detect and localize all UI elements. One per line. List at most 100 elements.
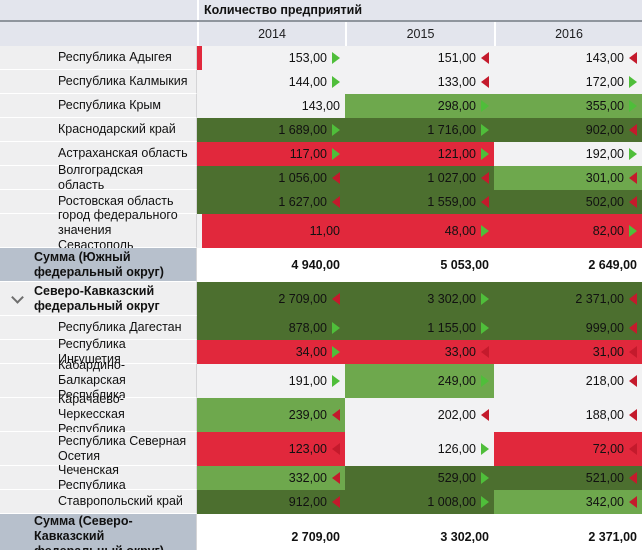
value-cell-2016: 301,00 bbox=[494, 166, 642, 190]
row-label: Карачаево-Черкесская Республика bbox=[0, 392, 197, 436]
value-cell-2015: 1 008,00 bbox=[345, 490, 494, 514]
value-cell-2015: 3 302,00 bbox=[345, 514, 494, 550]
value-cell-2016: 2 371,00 bbox=[494, 282, 642, 316]
region-row: Чеченская Республика 332,00 529,00 521,00 bbox=[0, 463, 642, 492]
trend-up-icon bbox=[481, 124, 489, 136]
trend-down-icon bbox=[481, 346, 489, 358]
trend-up-icon bbox=[481, 496, 489, 508]
row-label-text: Республика Северная Осетия bbox=[58, 433, 187, 463]
cell-value: 11,00 bbox=[309, 224, 340, 238]
sum-row: Сумма (Северо-Кавказский федеральный окр… bbox=[0, 514, 642, 550]
value-cell-2014: 1 689,00 bbox=[197, 118, 345, 142]
value-cell-2014: 4 940,00 bbox=[197, 248, 345, 282]
value-cell-2016: 72,00 bbox=[494, 432, 642, 466]
cell-value: 529,00 bbox=[437, 471, 476, 485]
row-label-text: Северо-Кавказский федеральный округ bbox=[34, 283, 160, 313]
cell-value: 5 053,00 bbox=[440, 258, 489, 272]
row-label: Ростовская область bbox=[0, 190, 197, 214]
row-label-text: Ставропольский край bbox=[58, 494, 183, 508]
region-row: Республика Крым 143,00 298,00 355,00 bbox=[0, 94, 642, 118]
trend-down-icon bbox=[629, 346, 637, 358]
trend-up-icon bbox=[481, 225, 489, 237]
value-cell-2016: 902,00 bbox=[494, 118, 642, 142]
trend-down-icon bbox=[481, 409, 489, 421]
cell-value: 1 689,00 bbox=[278, 123, 327, 137]
cell-value: 3 302,00 bbox=[427, 292, 476, 306]
value-cell-2014: 123,00 bbox=[197, 432, 345, 466]
column-header-2015[interactable]: 2015 bbox=[345, 22, 494, 46]
row-label: Чеченская Республика bbox=[0, 463, 197, 492]
value-cell-2016: 342,00 bbox=[494, 490, 642, 514]
cell-value: 34,00 bbox=[295, 345, 327, 359]
cell-value: 151,00 bbox=[437, 51, 476, 65]
value-cell-2014: 11,00 bbox=[197, 214, 345, 248]
cell-value: 202,00 bbox=[437, 408, 476, 422]
value-cell-2015: 1 716,00 bbox=[345, 118, 494, 142]
row-label-text: Республика Крым bbox=[58, 98, 162, 112]
cell-value: 117,00 bbox=[289, 147, 327, 161]
value-cell-2015: 202,00 bbox=[345, 398, 494, 432]
row-label-text: Республика Дагестан bbox=[58, 320, 182, 334]
cell-value: 301,00 bbox=[585, 171, 624, 185]
cell-value: 33,00 bbox=[444, 345, 476, 359]
cell-value: 191,00 bbox=[288, 374, 327, 388]
sum-row: Сумма (Южный федеральный округ) 4 940,00 5… bbox=[0, 248, 642, 282]
value-cell-2016: 218,00 bbox=[494, 364, 642, 398]
trend-up-icon bbox=[629, 225, 637, 237]
cell-value: 1 716,00 bbox=[427, 123, 476, 137]
trend-down-icon bbox=[629, 496, 637, 508]
value-cell-2015: 133,00 bbox=[345, 70, 494, 94]
cell-value: 218,00 bbox=[585, 374, 624, 388]
value-cell-2014: 191,00 bbox=[197, 364, 345, 398]
table-body: Республика Адыгея 153,00 151,00 143,00 Респу… bbox=[0, 46, 642, 550]
cell-value: 878,00 bbox=[288, 321, 327, 335]
mini-bar-indicator bbox=[197, 46, 202, 70]
trend-up-icon bbox=[629, 148, 637, 160]
cell-value: 999,00 bbox=[585, 321, 624, 335]
cell-value: 502,00 bbox=[585, 195, 624, 209]
value-cell-2015: 3 302,00 bbox=[345, 282, 494, 316]
value-cell-2015: 1 559,00 bbox=[345, 190, 494, 214]
chevron-down-icon[interactable] bbox=[11, 290, 24, 304]
row-label: Краснодарский край bbox=[0, 118, 197, 142]
cell-value: 239,00 bbox=[288, 408, 327, 422]
row-label[interactable]: Северо-Кавказский федеральный округ bbox=[0, 282, 197, 316]
cell-value: 121,00 bbox=[437, 147, 476, 161]
value-cell-2014: 143,00 bbox=[197, 94, 345, 118]
cell-value: 4 940,00 bbox=[291, 258, 340, 272]
trend-up-icon bbox=[481, 375, 489, 387]
cell-value: 2 709,00 bbox=[278, 292, 327, 306]
value-cell-2016: 172,00 bbox=[494, 70, 642, 94]
row-label-text: Сумма (Северо-Кавказский федеральный окр… bbox=[34, 514, 164, 550]
row-label-text: Карачаево-Черкесская Республика bbox=[58, 392, 126, 436]
cell-value: 82,00 bbox=[592, 224, 624, 238]
value-cell-2016: 31,00 bbox=[494, 340, 642, 364]
cell-value: 126,00 bbox=[437, 442, 476, 456]
group-row: Северо-Кавказский федеральный округ 2 709… bbox=[0, 282, 642, 316]
value-cell-2015: 33,00 bbox=[345, 340, 494, 364]
header-corner-cell-2 bbox=[0, 22, 197, 46]
measure-title: Количество предприятий bbox=[197, 0, 642, 20]
region-row: город федерального значения Севастополь 1… bbox=[0, 208, 642, 252]
trend-down-icon bbox=[332, 496, 340, 508]
row-label: Республика Адыгея bbox=[0, 46, 197, 70]
trend-down-icon bbox=[629, 472, 637, 484]
column-header-2016[interactable]: 2016 bbox=[494, 22, 642, 46]
trend-down-icon bbox=[332, 172, 340, 184]
trend-up-icon bbox=[332, 346, 340, 358]
trend-down-icon bbox=[481, 196, 489, 208]
row-label: Республика Дагестан bbox=[0, 316, 197, 340]
cell-value: 902,00 bbox=[585, 123, 624, 137]
value-cell-2015: 529,00 bbox=[345, 466, 494, 490]
trend-up-icon bbox=[332, 76, 340, 88]
value-cell-2016: 143,00 bbox=[494, 46, 642, 70]
trend-up-icon bbox=[332, 124, 340, 136]
cell-value: 342,00 bbox=[585, 495, 624, 509]
region-row: Карачаево-Черкесская Республика 239,00 202… bbox=[0, 392, 642, 436]
row-label-text: Ростовская область bbox=[58, 194, 174, 208]
cell-value: 72,00 bbox=[592, 442, 624, 456]
value-cell-2016: 82,00 bbox=[494, 214, 642, 248]
region-row: Ростовская область 1 627,00 1 559,00 502,00 bbox=[0, 190, 642, 214]
column-header-2014[interactable]: 2014 bbox=[197, 22, 345, 46]
